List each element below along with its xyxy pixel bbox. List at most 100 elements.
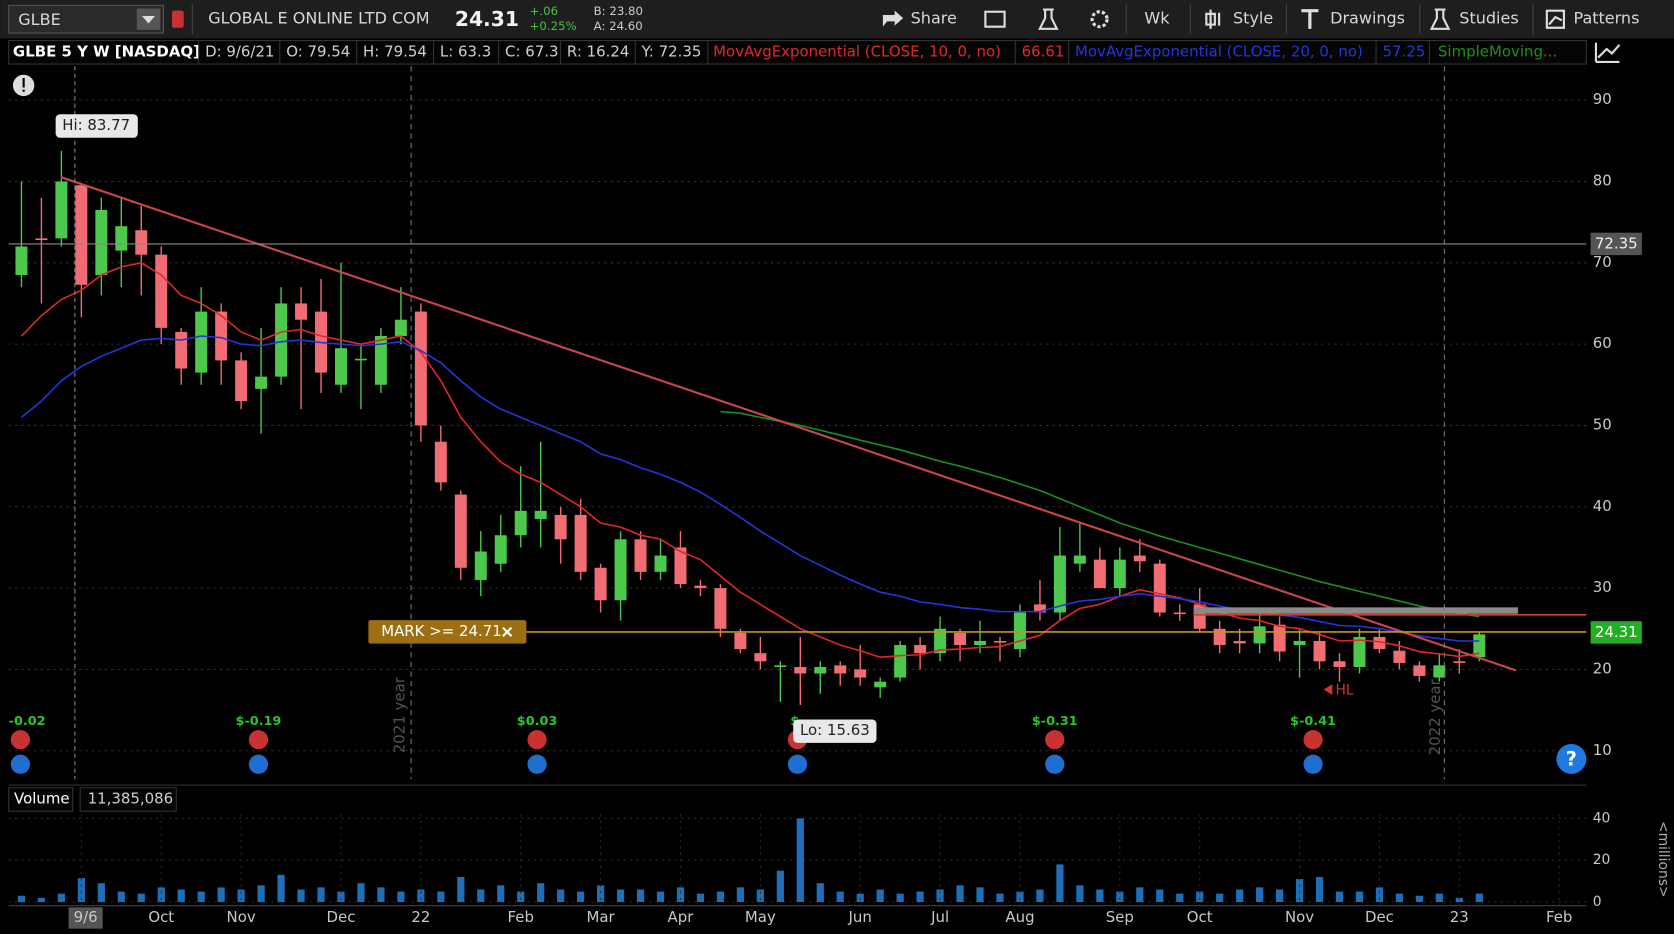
candle-body [1153, 563, 1166, 613]
candle-body [1013, 612, 1026, 650]
earnings-call-icon[interactable] [527, 730, 547, 750]
alert-label-box[interactable] [368, 620, 527, 644]
candle-body [95, 209, 108, 275]
x-tick-label: Mar [587, 908, 616, 926]
legend-readout: 66.61 [1022, 42, 1065, 60]
volume-bar [277, 874, 285, 903]
low-label-box [793, 719, 877, 743]
volume-bar [37, 897, 46, 903]
high-label-box [55, 114, 138, 138]
volume-bar [876, 889, 884, 903]
volume-bar [816, 883, 824, 903]
candle-body [1193, 604, 1206, 629]
drawings-icon [1301, 9, 1319, 29]
earnings-label: $0.03 [517, 714, 557, 729]
volume-bar [1395, 893, 1404, 903]
candle-body [414, 311, 427, 426]
settings-icon[interactable] [1090, 10, 1109, 29]
volume-bar [437, 891, 445, 903]
candle-body [215, 311, 228, 361]
zone-line[interactable] [1193, 607, 1519, 614]
y-tick-label: 90 [1593, 90, 1612, 108]
legend-entry[interactable]: MovAvgExponential (CLOSE, 20, 0, no) [1075, 42, 1363, 60]
studies-icon [1429, 8, 1451, 30]
x-tick-label: Jul [930, 908, 949, 926]
chart-settings-icon[interactable] [1594, 42, 1621, 63]
cursor-date-box [68, 907, 103, 929]
earnings-icon[interactable] [248, 754, 269, 774]
alert-icon[interactable] [171, 10, 184, 28]
volume-tick-label: 40 [1593, 810, 1611, 826]
volume-bar [1056, 864, 1064, 903]
earnings-call-icon[interactable] [248, 730, 269, 750]
candle-body [734, 632, 747, 650]
x-tick-label: 23 [1450, 908, 1469, 926]
candle-body [594, 567, 607, 601]
candle-body [954, 632, 967, 646]
earnings-call-icon[interactable] [1303, 730, 1323, 750]
style-button[interactable]: Style [1233, 9, 1273, 28]
studies-button[interactable]: Studies [1459, 9, 1518, 28]
candle-body [434, 441, 447, 483]
y-tick-label: 10 [1593, 741, 1612, 759]
legend-entry[interactable]: SimpleMoving... [1438, 42, 1557, 60]
volume-bar [237, 889, 245, 903]
legend-entry[interactable]: MovAvgExponential (CLOSE, 10, 0, no) [713, 42, 1001, 60]
candle-body [1213, 628, 1226, 646]
candle-body [354, 358, 367, 361]
candle-body [1413, 665, 1426, 676]
earnings-call-icon[interactable] [1045, 730, 1065, 750]
volume-unit: <millions> [1655, 821, 1671, 898]
help-button[interactable] [1556, 743, 1587, 774]
volume-bar [137, 893, 145, 903]
crosshair-price-box [1590, 232, 1642, 256]
earnings-icon[interactable] [1303, 754, 1323, 774]
x-tick-label: Sep [1106, 908, 1134, 926]
volume-bar [1176, 893, 1184, 903]
timeframe-button[interactable]: Wk [1144, 9, 1170, 28]
ask: A: 24.60 [594, 19, 643, 33]
earnings-icon[interactable] [10, 754, 31, 774]
volume-bar [317, 887, 325, 903]
volume-bar [1216, 893, 1224, 903]
candle-body [1353, 636, 1366, 667]
x-tick-label: Nov [227, 908, 256, 926]
share-button[interactable]: Share [911, 9, 957, 28]
volume-bar [337, 891, 345, 903]
candle-body [694, 585, 707, 589]
y-tick-label: 80 [1593, 171, 1612, 189]
earnings-call-icon[interactable] [10, 730, 31, 750]
patterns-button[interactable]: Patterns [1574, 9, 1640, 28]
volume-bar [1475, 893, 1483, 903]
flask-icon[interactable] [1038, 8, 1059, 30]
earnings-label: $-0.19 [236, 714, 282, 729]
volume-bar [756, 889, 764, 903]
candle-body [275, 303, 288, 377]
volume-bar [916, 891, 924, 903]
earnings-icon[interactable] [787, 754, 808, 774]
volume-readout: 11,385,086 [88, 790, 174, 808]
earnings-icon[interactable] [1045, 754, 1065, 774]
candle-body [974, 640, 987, 646]
pattern-arrow [1323, 684, 1333, 695]
style-icon [1205, 9, 1221, 29]
x-tick-label: 9/6 [74, 908, 98, 926]
symbol[interactable]: GLBE [18, 10, 60, 29]
candle-body [654, 555, 667, 572]
earnings-icon[interactable] [527, 754, 547, 774]
volume-bar [257, 885, 265, 903]
volume-bar [1415, 895, 1423, 903]
drawings-button[interactable]: Drawings [1330, 9, 1405, 28]
trendline[interactable] [60, 176, 1517, 672]
pattern-label: HL [1335, 683, 1353, 699]
pane-divider [8, 784, 1587, 786]
layout-icon[interactable] [984, 10, 1006, 28]
x-tick-label: Jun [848, 908, 872, 926]
x-tick-label: Aug [1005, 908, 1034, 926]
volume-bar [1315, 876, 1324, 903]
alert-close[interactable] [502, 626, 513, 637]
volume-bar [1455, 897, 1463, 903]
range-readout: R: 16.24 [567, 42, 629, 60]
